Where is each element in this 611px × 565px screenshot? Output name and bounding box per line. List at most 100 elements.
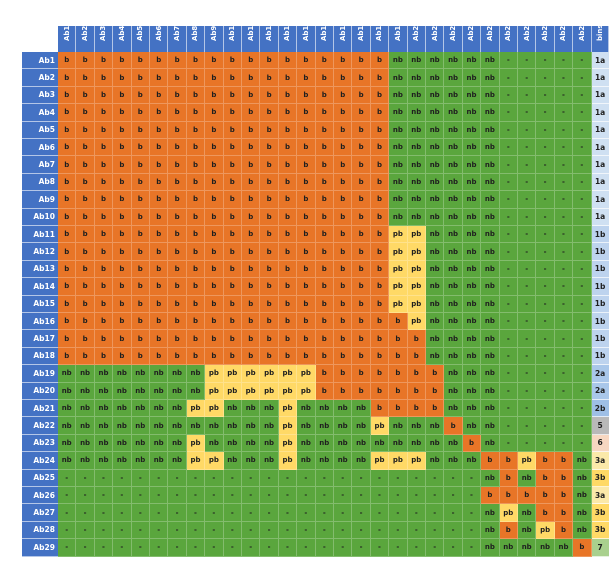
matrix-cell: b	[186, 313, 206, 331]
matrix-cell: -	[186, 469, 206, 487]
matrix-cell: b	[113, 226, 132, 244]
matrix-cell: pb	[407, 278, 426, 296]
matrix-cell: b	[370, 139, 390, 157]
matrix-cell: nb	[462, 226, 482, 244]
bin-cell: 1b	[591, 226, 609, 244]
column-header: Ab23	[462, 26, 482, 52]
row-header: Ab12	[22, 243, 58, 261]
matrix-cell: nb	[150, 452, 169, 470]
matrix-cell: b	[352, 365, 371, 383]
matrix-cell: -	[297, 539, 316, 557]
matrix-cell: b	[242, 295, 261, 313]
bin-cell: 1a	[591, 156, 609, 174]
matrix-cell: b	[223, 86, 242, 105]
column-header: Ab2	[76, 26, 95, 52]
bin-cell: 1a	[591, 86, 609, 105]
matrix-cell: -	[260, 487, 279, 505]
matrix-cell: nb	[407, 191, 426, 209]
matrix-cell: b	[278, 69, 298, 87]
matrix-cell: b	[518, 487, 537, 505]
matrix-cell: nb	[426, 104, 445, 122]
matrix-cell: nb	[58, 434, 77, 453]
column-header-label: Ab3	[99, 26, 108, 41]
matrix-cell: -	[536, 139, 555, 157]
matrix-cell: b	[58, 69, 77, 87]
column-header-label: Ab19	[393, 26, 402, 41]
matrix-cell: -	[536, 313, 555, 331]
matrix-cell: -	[536, 260, 555, 279]
matrix-cell: b	[499, 469, 518, 487]
matrix-cell: b	[113, 208, 132, 226]
matrix-cell: pb	[407, 243, 426, 261]
matrix-cell: b	[297, 173, 316, 192]
matrix-cell: nb	[407, 69, 426, 87]
matrix-cell: b	[242, 86, 261, 105]
matrix-cell: nb	[462, 52, 482, 70]
matrix-cell: b	[113, 278, 132, 296]
matrix-cell: nb	[242, 417, 261, 435]
matrix-cell: b	[242, 173, 261, 192]
matrix-cell: nb	[518, 469, 537, 487]
column-header-label: Ab7	[173, 26, 182, 41]
matrix-cell: nb	[168, 382, 187, 400]
matrix-cell: b	[426, 400, 445, 418]
matrix-cell: nb	[223, 452, 242, 470]
matrix-cell: b	[334, 313, 353, 331]
column-header: Ab4	[113, 26, 132, 52]
column-header-label: Ab27	[541, 26, 550, 41]
matrix-cell: b	[168, 347, 187, 366]
matrix-cell: b	[113, 104, 132, 122]
bin-cell: 1b	[591, 260, 609, 279]
matrix-cell: -	[554, 191, 574, 209]
matrix-cell: -	[370, 469, 390, 487]
matrix-cell: -	[573, 365, 592, 383]
matrix-cell: b	[315, 191, 334, 209]
column-header-label: Ab11	[246, 26, 255, 41]
matrix-cell: pb	[370, 417, 390, 435]
matrix-cell: -	[426, 469, 445, 487]
matrix-cell: nb	[223, 434, 242, 453]
matrix-cell: -	[186, 539, 206, 557]
matrix-cell: b	[278, 208, 298, 226]
matrix-cell: -	[518, 226, 537, 244]
matrix-cell: b	[150, 139, 169, 157]
matrix-cell: nb	[113, 434, 132, 453]
matrix-cell: -	[242, 487, 261, 505]
column-header-label: Ab18	[375, 26, 384, 41]
matrix-cell: b	[150, 243, 169, 261]
matrix-cell: -	[407, 539, 426, 557]
matrix-cell: b	[536, 504, 555, 522]
matrix-cell: -	[536, 382, 555, 400]
matrix-cell: nb	[444, 226, 463, 244]
matrix-cell: pb	[205, 382, 224, 400]
matrix-cell: nb	[58, 400, 77, 418]
matrix-cell: b	[205, 86, 224, 105]
matrix-cell: -	[168, 521, 187, 540]
matrix-cell: nb	[426, 226, 445, 244]
column-header-label: Ab22	[449, 26, 458, 41]
matrix-cell: nb	[481, 521, 500, 540]
matrix-cell: nb	[518, 504, 537, 522]
matrix-cell: nb	[370, 434, 390, 453]
matrix-cell: -	[554, 52, 574, 70]
matrix-cell: nb	[444, 191, 463, 209]
bin-cell: 3b	[591, 521, 609, 540]
matrix-cell: -	[58, 521, 77, 540]
bin-cell: 3b	[591, 504, 609, 522]
matrix-cell: nb	[462, 104, 482, 122]
matrix-cell: pb	[389, 260, 408, 279]
matrix-cell: nb	[223, 400, 242, 418]
column-header-label: Ab29	[577, 26, 586, 41]
matrix-cell: pb	[389, 278, 408, 296]
matrix-cell: nb	[407, 104, 426, 122]
matrix-cell: b	[352, 121, 371, 139]
matrix-cell: b	[58, 86, 77, 105]
matrix-cell: -	[462, 521, 482, 540]
matrix-cell: b	[76, 208, 95, 226]
matrix-cell: nb	[426, 434, 445, 453]
matrix-cell: b	[315, 313, 334, 331]
matrix-cell: -	[205, 539, 224, 557]
matrix-cell: nb	[481, 104, 500, 122]
matrix-cell: nb	[76, 365, 95, 383]
matrix-cell: b	[554, 504, 574, 522]
